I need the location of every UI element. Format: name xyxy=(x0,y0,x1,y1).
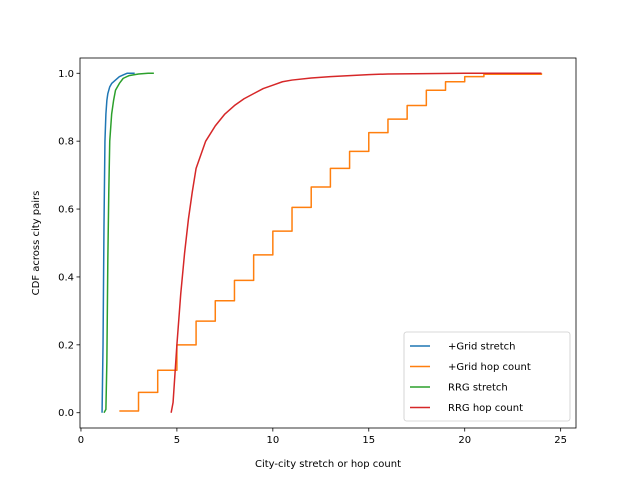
x-tick-label: 25 xyxy=(554,435,567,446)
series-layer xyxy=(101,72,543,414)
y-tick-label: 0.6 xyxy=(58,205,74,216)
x-tick-label: 10 xyxy=(266,435,279,446)
x-tick-label: 15 xyxy=(362,435,375,446)
y-tick-label: 0.4 xyxy=(58,272,74,283)
series-line-rrg-stretch xyxy=(103,72,154,414)
legend-frame xyxy=(403,331,571,422)
plot-frame xyxy=(79,57,577,429)
legend-label: RRG hop count xyxy=(448,403,523,414)
y-tick-label: 0.2 xyxy=(58,340,74,351)
ticks-layer: 0 5 10 15 20 25 0.0 0.2 0.4 0.6 0.8 1.0 xyxy=(58,69,567,446)
x-tick-label: 5 xyxy=(174,435,180,446)
y-tick-label: 0.0 xyxy=(58,408,74,419)
x-axis-label: City-city stretch or hop count xyxy=(255,459,401,470)
series-line-rrg-hop-count xyxy=(170,72,542,413)
x-tick-label: 0 xyxy=(78,435,84,446)
legend-label: RRG stretch xyxy=(448,383,508,394)
series-line-plus-grid-stretch xyxy=(101,72,135,413)
x-tick-label: 20 xyxy=(458,435,471,446)
y-tick-label: 0.8 xyxy=(58,137,74,148)
y-tick-label: 1.0 xyxy=(58,69,74,80)
y-axis-label: CDF across city pairs xyxy=(31,191,42,296)
legend: +Grid stretch +Grid hop count RRG stretch R… xyxy=(403,331,571,422)
axes-layer xyxy=(79,57,577,429)
legend-label: +Grid stretch xyxy=(448,342,515,353)
legend-label: +Grid hop count xyxy=(448,362,531,373)
series-line-plus-grid-hop-count xyxy=(119,73,543,412)
